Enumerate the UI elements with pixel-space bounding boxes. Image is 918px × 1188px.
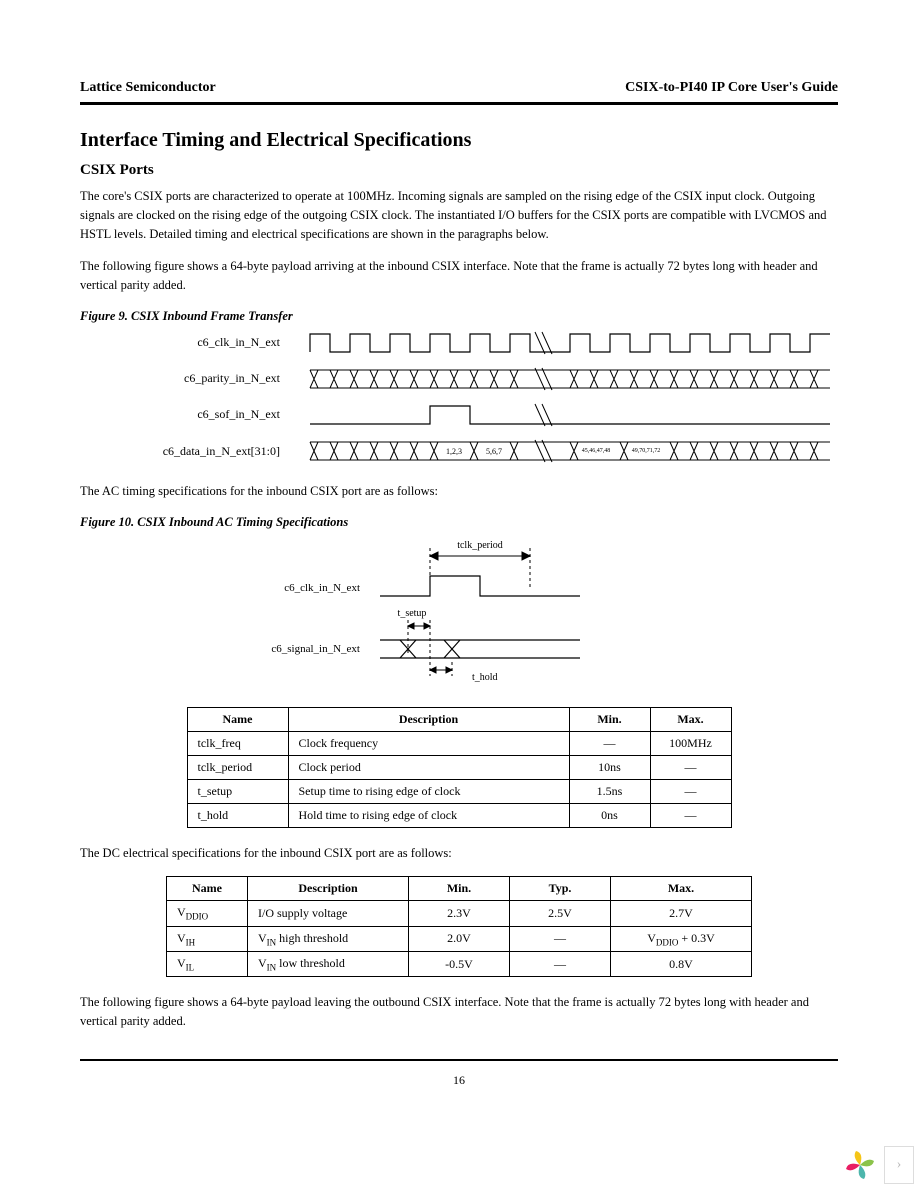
- table-cell: 1.5ns: [569, 779, 650, 803]
- paragraph-3: The AC timing specifications for the inb…: [80, 482, 838, 501]
- table-row: tclk_freqClock frequency—100MHz: [187, 731, 731, 755]
- footer-rule: [80, 1059, 838, 1061]
- svg-text:45,46,47,48: 45,46,47,48: [582, 448, 611, 454]
- table-header: Max.: [650, 707, 731, 731]
- table-row: VILVIN low threshold-0.5V—0.8V: [167, 952, 752, 977]
- table-header: Min.: [409, 877, 510, 901]
- figure-9: c6_clk_in_N_ext c6_parity_in_N_ext c6_so…: [80, 330, 838, 466]
- header-rule: [80, 102, 838, 105]
- table-cell: I/O supply voltage: [248, 901, 409, 926]
- table-cell: VIH: [167, 926, 248, 951]
- table-row: VIHVIN high threshold2.0V—VDDIO + 0.3V: [167, 926, 752, 951]
- table-header: Min.: [569, 707, 650, 731]
- figure-10-caption: Figure 10. CSIX Inbound AC Timing Specif…: [80, 515, 838, 530]
- subsection-title: CSIX Ports: [80, 162, 838, 179]
- table-cell: VDDIO + 0.3V: [611, 926, 752, 951]
- svg-text:t_setup: t_setup: [398, 608, 427, 619]
- fig9-clock-wave: [302, 330, 838, 356]
- table-header: Name: [187, 707, 288, 731]
- table-header-row: Name Description Min. Max.: [187, 707, 731, 731]
- svg-text:tclk_period: tclk_period: [457, 540, 503, 551]
- chevron-right-icon[interactable]: ›: [884, 1146, 914, 1184]
- table-cell: 2.5V: [510, 901, 611, 926]
- table-cell: 2.3V: [409, 901, 510, 926]
- fig9-signal-2-label: c6_sof_in_N_ext: [80, 407, 302, 422]
- table-cell: 2.0V: [409, 926, 510, 951]
- svg-text:1,2,3: 1,2,3: [446, 447, 462, 456]
- paragraph-1: The core's CSIX ports are characterized …: [80, 187, 838, 243]
- fig9-signal-3-label: c6_data_in_N_ext[31:0]: [80, 444, 302, 459]
- table-cell: 2.7V: [611, 901, 752, 926]
- table-cell: —: [510, 952, 611, 977]
- table-cell: t_hold: [187, 803, 288, 827]
- table-cell: Clock period: [288, 755, 569, 779]
- table-row: VDDIOI/O supply voltage2.3V2.5V2.7V: [167, 901, 752, 926]
- table-cell: Setup time to rising edge of clock: [288, 779, 569, 803]
- paragraph-4: The DC electrical specifications for the…: [80, 844, 838, 863]
- table-cell: t_setup: [187, 779, 288, 803]
- table-header: Description: [248, 877, 409, 901]
- page-number: 16: [80, 1073, 838, 1088]
- table-cell: 0ns: [569, 803, 650, 827]
- dc-electrical-table: Name Description Min. Typ. Max. VDDIOI/O…: [166, 876, 752, 977]
- figure-9-caption: Figure 9. CSIX Inbound Frame Transfer: [80, 309, 838, 324]
- svg-text:t_hold: t_hold: [472, 672, 498, 683]
- table-cell: Clock frequency: [288, 731, 569, 755]
- table-header: Description: [288, 707, 569, 731]
- table-cell: —: [569, 731, 650, 755]
- fig9-data-wave: 1,2,3 5,6,7 45,46,47,48 49,70,71,72: [302, 438, 838, 466]
- fig9-parity-wave: [302, 366, 838, 392]
- header-right: CSIX-to-PI40 IP Core User's Guide: [625, 80, 838, 96]
- fig9-sof-wave: [302, 402, 838, 428]
- table-row: tclk_periodClock period10ns—: [187, 755, 731, 779]
- watermark: ›: [842, 1146, 914, 1184]
- figure-10: tclk_period c6_clk_in_N_ext t_setup c6_s…: [220, 536, 700, 691]
- table-cell: VIL: [167, 952, 248, 977]
- table-header: Max.: [611, 877, 752, 901]
- table-cell: —: [650, 755, 731, 779]
- fig9-signal-0-label: c6_clk_in_N_ext: [80, 335, 302, 350]
- table-cell: Hold time to rising edge of clock: [288, 803, 569, 827]
- svg-text:c6_clk_in_N_ext: c6_clk_in_N_ext: [284, 582, 360, 594]
- paragraph-2: The following figure shows a 64-byte pay…: [80, 257, 838, 295]
- table-cell: 100MHz: [650, 731, 731, 755]
- table-cell: VIN high threshold: [248, 926, 409, 951]
- table-header-row: Name Description Min. Typ. Max.: [167, 877, 752, 901]
- table-cell: -0.5V: [409, 952, 510, 977]
- table-cell: —: [650, 779, 731, 803]
- table-header: Name: [167, 877, 248, 901]
- svg-text:49,70,71,72: 49,70,71,72: [632, 448, 661, 454]
- svg-text:5,6,7: 5,6,7: [486, 447, 502, 456]
- table-cell: VIN low threshold: [248, 952, 409, 977]
- header-left: Lattice Semiconductor: [80, 80, 216, 96]
- table-cell: VDDIO: [167, 901, 248, 926]
- table-cell: —: [510, 926, 611, 951]
- fig9-signal-1-label: c6_parity_in_N_ext: [80, 371, 302, 386]
- table-cell: 0.8V: [611, 952, 752, 977]
- table-cell: tclk_period: [187, 755, 288, 779]
- table-row: t_setupSetup time to rising edge of cloc…: [187, 779, 731, 803]
- flower-icon: [842, 1147, 878, 1183]
- section-title: Interface Timing and Electrical Specific…: [80, 129, 838, 152]
- table-row: t_holdHold time to rising edge of clock0…: [187, 803, 731, 827]
- svg-text:c6_signal_in_N_ext: c6_signal_in_N_ext: [271, 643, 360, 655]
- ac-timing-table: Name Description Min. Max. tclk_freqCloc…: [187, 707, 732, 828]
- table-cell: —: [650, 803, 731, 827]
- table-cell: tclk_freq: [187, 731, 288, 755]
- paragraph-5: The following figure shows a 64-byte pay…: [80, 993, 838, 1031]
- table-header: Typ.: [510, 877, 611, 901]
- table-cell: 10ns: [569, 755, 650, 779]
